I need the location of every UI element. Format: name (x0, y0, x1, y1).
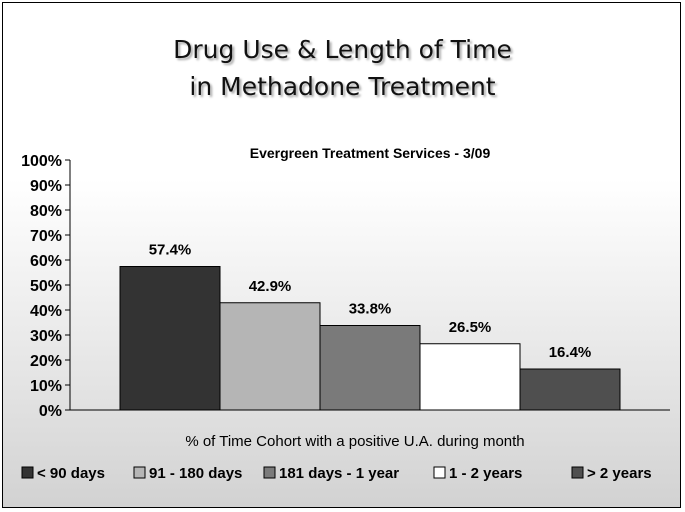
y-tick-label: 70% (30, 228, 62, 245)
bars (119, 266, 621, 411)
legend-swatch (133, 466, 146, 479)
bar (319, 325, 421, 411)
legend-swatch (21, 466, 34, 479)
x-axis-label: % of Time Cohort with a positive U.A. du… (185, 433, 524, 450)
bar (419, 343, 521, 411)
y-tick-label: 80% (30, 203, 62, 220)
y-tick-label: 60% (30, 253, 62, 270)
bar-value-label: 26.5% (449, 319, 492, 336)
data-labels: 57.4% 42.9% 33.8% 26.5% 16.4% (149, 242, 592, 362)
legend: < 90 days 91 - 180 days 181 days - 1 year 1… (21, 465, 652, 482)
y-tick-label: 10% (30, 378, 62, 395)
bar (519, 368, 621, 411)
chart-frame: Drug Use & Length of Time in Methadone T… (2, 2, 681, 508)
legend-swatch (571, 466, 584, 479)
chart-subtitle: Evergreen Treatment Services - 3/09 (250, 145, 491, 161)
y-tick-label: 50% (30, 278, 62, 295)
legend-swatch (433, 466, 446, 479)
chart-title-line-1: Drug Use & Length of Time (173, 35, 512, 64)
legend-label: > 2 years (587, 465, 652, 482)
y-tick-label: 20% (30, 353, 62, 370)
bar-value-label: 42.9% (249, 278, 292, 295)
y-tick-label: 0% (39, 403, 62, 420)
chart-title-line-2: in Methadone Treatment (189, 72, 496, 101)
legend-label: 1 - 2 years (449, 465, 522, 482)
chart-title: Drug Use & Length of Time in Methadone T… (3, 31, 682, 105)
bar-value-label: 16.4% (549, 344, 592, 361)
legend-swatch (263, 466, 276, 479)
y-tick-label: 40% (30, 303, 62, 320)
y-tick-label: 100% (21, 153, 62, 170)
bar (119, 266, 221, 411)
y-tick-label: 30% (30, 328, 62, 345)
legend-label: 91 - 180 days (149, 465, 242, 482)
legend-label: 181 days - 1 year (279, 465, 399, 482)
bar (219, 302, 321, 411)
bar-value-label: 57.4% (149, 242, 192, 259)
bar-value-label: 33.8% (349, 301, 392, 318)
legend-label: < 90 days (37, 465, 105, 482)
y-tick-label: 90% (30, 178, 62, 195)
